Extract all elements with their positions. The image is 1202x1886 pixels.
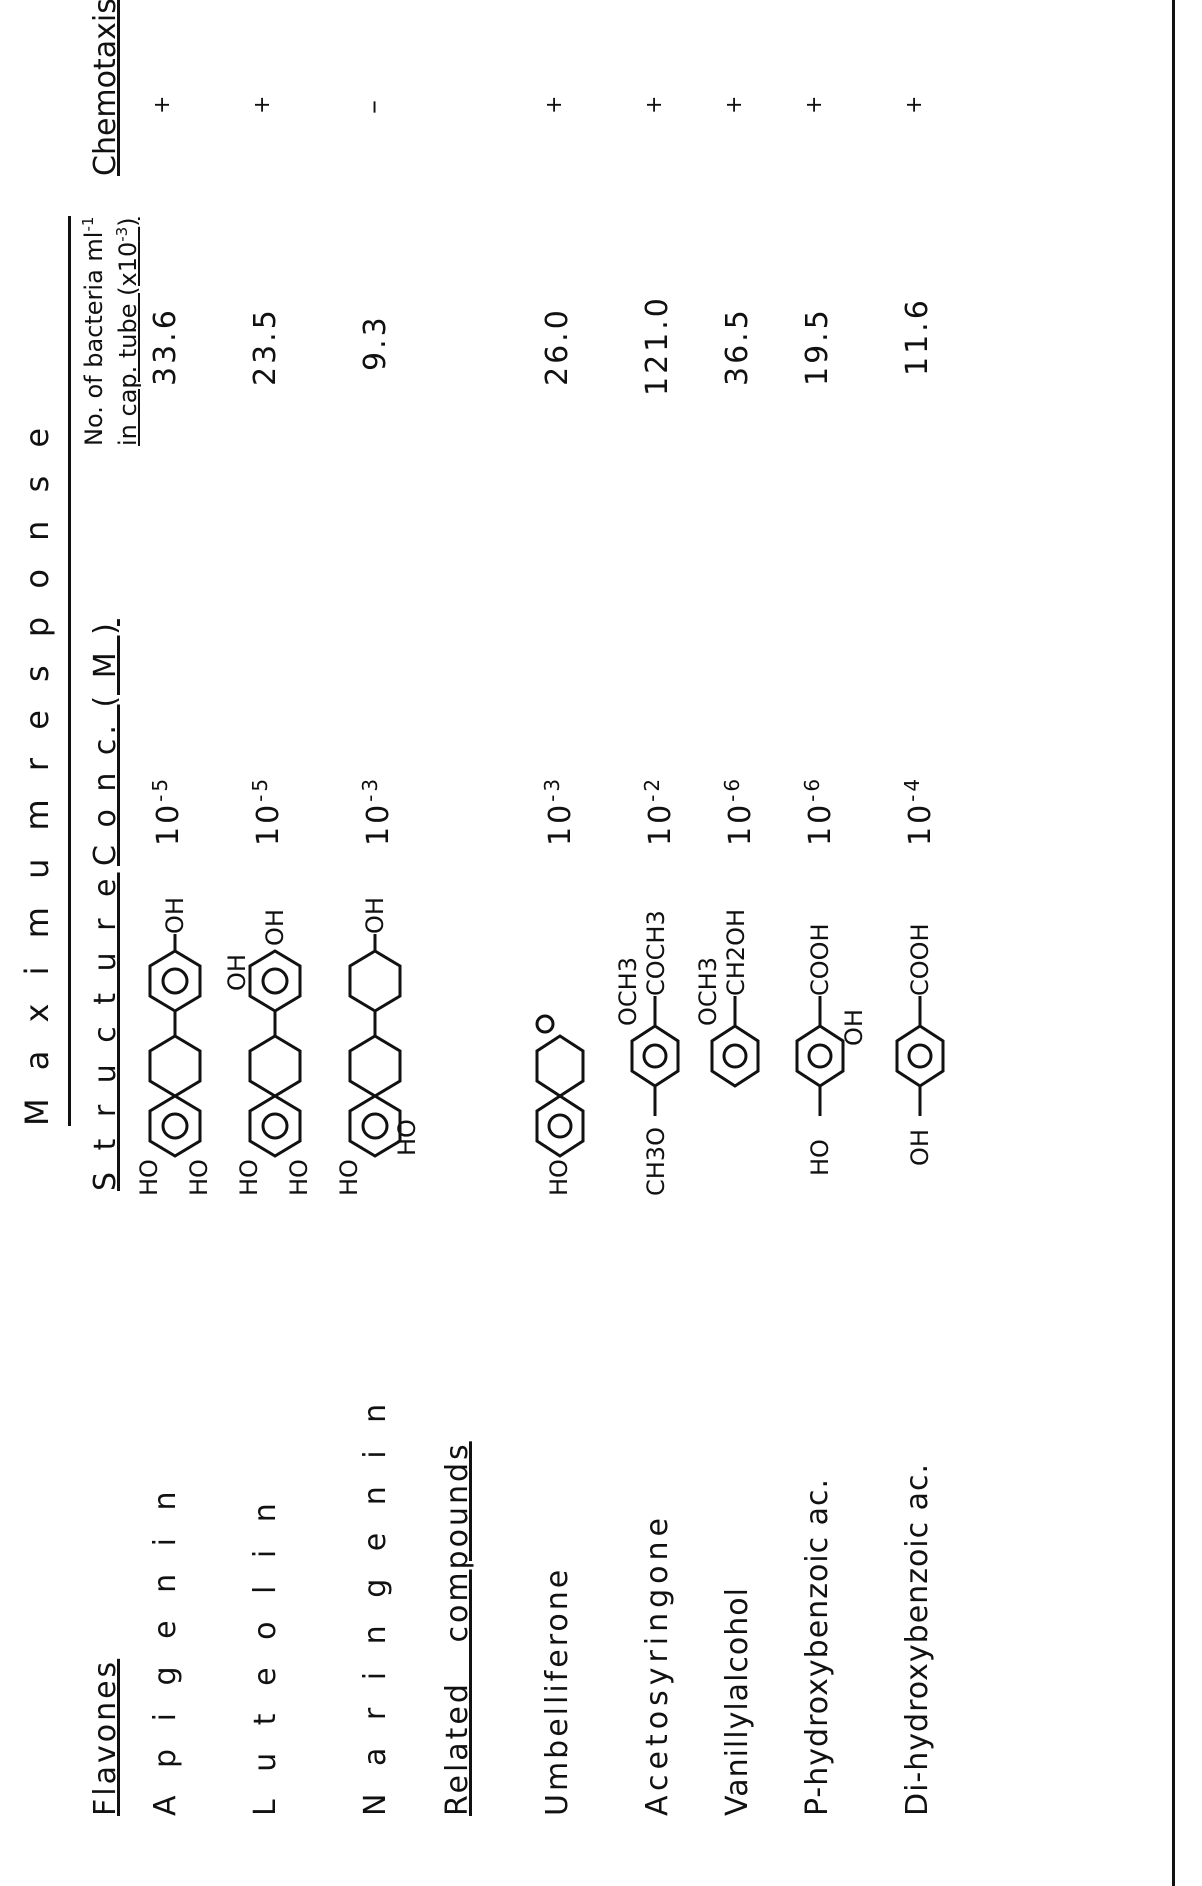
- conc-vanillylalcohol: 10-6: [720, 776, 758, 846]
- structure-acetosyringone-right1: COCH3: [642, 910, 670, 996]
- compound-p-hydroxybenzoic: P-hydroxybenzoic ac.: [800, 1477, 835, 1816]
- bacteria-di-hydroxybenzoic: 11.6: [900, 297, 935, 376]
- structure-acetosyringone: CH3O COCH3 OCH3: [614, 896, 694, 1196]
- maximum-response-header: M a x i m u m r e s p o n s e: [18, 418, 56, 1126]
- conc-vanillylalcohol-exp: -6: [720, 775, 744, 802]
- chemotaxis-acetosyringone: +: [642, 95, 667, 114]
- table-bottom-rule: [1172, 0, 1175, 1886]
- conc-acetosyringone-base: 10: [643, 801, 678, 846]
- bacteria-vanillylalcohol: 36.5: [720, 307, 755, 386]
- bacteria-luteolin: 23.5: [248, 307, 283, 386]
- structure-acetosyringone-left1: CH3O: [642, 1127, 670, 1196]
- structure-naringenin-left1: HO: [335, 1159, 363, 1196]
- conc-umbelliferone-base: 10: [543, 801, 578, 846]
- bacteria-header-exp: -3: [113, 226, 131, 242]
- conc-apigenin-base: 10: [151, 801, 186, 846]
- bacteria-umbelliferone: 26.0: [540, 307, 575, 386]
- structure-apigenin-left2: HO: [185, 1159, 213, 1196]
- chemotaxis-umbelliferone: +: [542, 95, 567, 114]
- conc-di-hydroxybenzoic-base: 10: [903, 801, 938, 846]
- structure-luteolin-left1: HO: [235, 1159, 263, 1196]
- structure-p-hydroxybenzoic-left1: HO: [806, 1139, 834, 1176]
- conc-di-hydroxybenzoic-exp: -4: [900, 775, 924, 802]
- bacteria-header-line2: in cap. tube (x10: [114, 241, 142, 446]
- related-compounds-header: Related compounds: [440, 1441, 475, 1816]
- chemotaxis-luteolin: +: [250, 95, 275, 114]
- compound-di-hydroxybenzoic: Di-hydroxybenzoic ac.: [900, 1462, 935, 1816]
- chemotaxis-vanillylalcohol: +: [722, 95, 747, 114]
- bacteria-acetosyringone: 121.0: [640, 295, 675, 396]
- chemotaxis-apigenin: +: [150, 95, 175, 114]
- structure-naringenin: HO HO OH: [335, 896, 421, 1196]
- conc-luteolin-exp: -5: [248, 775, 272, 802]
- structure-header: S t r u c t u r e: [88, 872, 123, 1191]
- conc-naringenin-base: 10: [361, 801, 396, 846]
- structure-di-hydroxybenzoic-left1: OH: [906, 1129, 934, 1166]
- flavones-header: Flavones: [88, 1658, 123, 1816]
- conc-acetosyringone-exp: -2: [640, 775, 664, 802]
- conc-apigenin-exp: -5: [148, 775, 172, 802]
- bacteria-naringenin: 9.3: [358, 314, 393, 371]
- conc-naringenin: 10-3: [358, 776, 396, 846]
- structure-p-hydroxybenzoic-right2: OH: [840, 1009, 868, 1046]
- conc-luteolin-base: 10: [251, 801, 286, 846]
- structure-vanillylalcohol: CH2OH OCH3: [694, 896, 774, 1196]
- bacteria-apigenin: 33.6: [148, 307, 183, 386]
- conc-umbelliferone: 10-3: [540, 776, 578, 846]
- chemotaxis-header: Chemotaxis: [88, 0, 123, 176]
- conc-p-hydroxybenzoic: 10-6: [800, 776, 838, 846]
- conc-naringenin-exp: -3: [358, 775, 382, 802]
- conc-p-hydroxybenzoic-base: 10: [803, 801, 838, 846]
- conc-acetosyringone: 10-2: [640, 776, 678, 846]
- maximum-response-rule: [68, 216, 71, 1126]
- structure-luteolin-right1: OH: [261, 909, 289, 946]
- chemotaxis-naringenin: –: [356, 100, 389, 114]
- structure-apigenin-left1: HO: [135, 1159, 163, 1196]
- conc-di-hydroxybenzoic: 10-4: [900, 776, 938, 846]
- structure-luteolin: HO HO OH OH: [223, 896, 319, 1196]
- bacteria-header: No. of bacteria ml-1 in cap. tube (x10-3…: [79, 216, 142, 446]
- conc-header: C o n c. ( M ): [88, 619, 123, 866]
- compound-naringenin: N a r i n g e n i n: [358, 1394, 393, 1816]
- structure-umbelliferone: HO: [525, 996, 599, 1196]
- bacteria-p-hydroxybenzoic: 19.5: [800, 307, 835, 386]
- structure-acetosyringone-right2: OCH3: [614, 957, 642, 1026]
- structure-luteolin-right2: OH: [223, 954, 251, 991]
- compound-acetosyringone: Acetosyringone: [640, 1513, 675, 1816]
- structure-di-hydroxybenzoic: OH COOH: [880, 896, 964, 1196]
- structure-p-hydroxybenzoic: HO COOH OH: [780, 896, 868, 1196]
- conc-p-hydroxybenzoic-exp: -6: [800, 775, 824, 802]
- compound-umbelliferone: Umbelliferone: [540, 1566, 575, 1816]
- structure-naringenin-left2: HO: [393, 1119, 421, 1156]
- structure-p-hydroxybenzoic-right1: COOH: [806, 923, 834, 996]
- structure-luteolin-left2: HO: [285, 1159, 313, 1196]
- chemotaxis-di-hydroxybenzoic: +: [902, 95, 927, 114]
- compound-apigenin: A p i g e n i n: [148, 1482, 183, 1816]
- compound-luteolin: L u t e o l i n: [248, 1494, 283, 1816]
- structure-di-hydroxybenzoic-right1: COOH: [906, 923, 934, 996]
- chemotaxis-p-hydroxybenzoic: +: [802, 95, 827, 114]
- conc-umbelliferone-exp: -3: [540, 775, 564, 802]
- bacteria-header-line1: No. of bacteria ml: [80, 231, 108, 446]
- conc-apigenin: 10-5: [148, 776, 186, 846]
- bacteria-header-sup: -1: [79, 216, 97, 232]
- structure-naringenin-right1: OH: [361, 897, 389, 934]
- structure-apigenin-right1: OH: [161, 897, 189, 934]
- conc-luteolin: 10-5: [248, 776, 286, 846]
- compound-vanillylalcohol: Vanillylalcohol: [720, 1587, 755, 1816]
- conc-vanillylalcohol-base: 10: [723, 801, 758, 846]
- structure-umbelliferone-left1: HO: [545, 1159, 573, 1196]
- structure-apigenin: HO HO OH: [135, 896, 219, 1196]
- structure-vanillylalcohol-right2: OCH3: [694, 957, 722, 1026]
- structure-vanillylalcohol-right1: CH2OH: [722, 908, 750, 996]
